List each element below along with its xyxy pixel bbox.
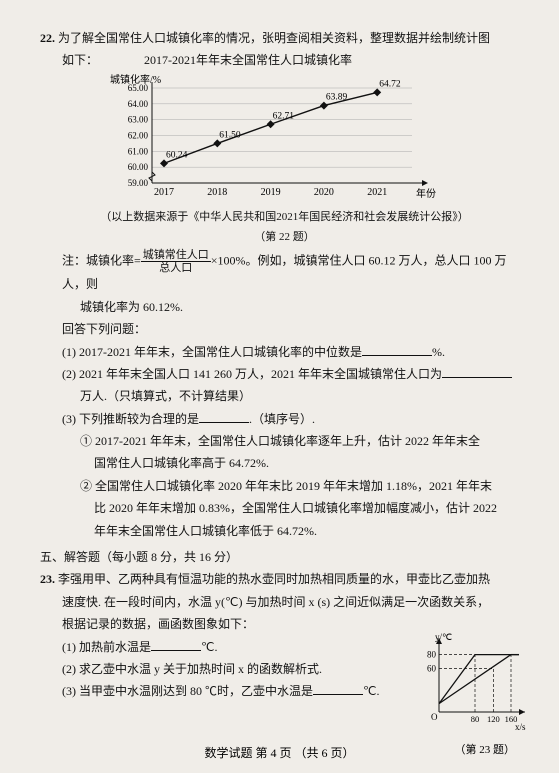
- q22-fig-label: （第 22 题）: [40, 228, 529, 247]
- q23-mini-chart: y/℃x/sO806080120160: [421, 630, 531, 735]
- q22-p3-2b: 比 2020 年年末增加 0.83%，全国常住人口城镇化率增加幅度减小，估计 2…: [40, 498, 529, 518]
- svg-text:y/℃: y/℃: [435, 632, 452, 642]
- svg-text:年份: 年份: [416, 187, 436, 200]
- blank-population[interactable]: [442, 366, 512, 378]
- svg-text:62.00: 62.00: [128, 130, 149, 140]
- q22-note-1: 注：城镇化率=城镇常住人口总人口×100%。例如，城镇常住人口 60.12 万人…: [40, 249, 529, 295]
- svg-text:64.72: 64.72: [379, 79, 401, 89]
- q22-answer-head: 回答下列问题：: [40, 319, 529, 339]
- mini-chart-svg: y/℃x/sO806080120160: [421, 630, 531, 730]
- q22-p2a: (2) 2021 年年末全国人口 141 260 万人，2021 年年末全国城镇…: [40, 364, 529, 384]
- svg-text:63.00: 63.00: [128, 114, 149, 124]
- blank-temp-yi[interactable]: [313, 683, 363, 695]
- svg-text:64.00: 64.00: [128, 99, 149, 109]
- svg-text:60: 60: [427, 664, 437, 674]
- chart-svg: 城镇化率/% 59.0060.0061.0062.0063.0064.0065.…: [110, 73, 450, 203]
- q23-l2: 速度快. 在一段时间内，水温 y(℃) 与加热时间 x (s) 之间近似满足一次…: [40, 592, 529, 612]
- svg-text:63.89: 63.89: [326, 92, 348, 102]
- exam-page: 22. 为了解全国常住人口城镇化率的情况，张明查阅相关资料，整理数据并绘制统计图…: [0, 0, 559, 773]
- q22-intro-2: 如下： 2017-2021年年末全国常住人口城镇化率: [40, 50, 529, 70]
- q22-p3-2a: ② 全国常住人口城镇化率 2020 年年末比 2019 年年末增加 1.18%，…: [40, 476, 529, 496]
- svg-text:61.00: 61.00: [128, 146, 149, 156]
- q22-p3-1a: ① 2017-2021 年年末，全国常住人口城镇化率逐年上升，估计 2022 年…: [40, 431, 529, 451]
- q22-p2b: 万人.（只填算式，不计算结果）: [40, 386, 529, 406]
- blank-initial-temp[interactable]: [151, 638, 201, 650]
- svg-text:120: 120: [487, 714, 500, 724]
- svg-text:65.00: 65.00: [128, 83, 149, 93]
- svg-text:59.00: 59.00: [128, 178, 149, 188]
- chart-source: （以上数据来源于《中华人民共和国2021年国民经济和社会发展统计公报》）: [40, 208, 529, 227]
- q22-intro-1: 22. 为了解全国常住人口城镇化率的情况，张明查阅相关资料，整理数据并绘制统计图: [40, 28, 529, 48]
- svg-text:O: O: [431, 712, 438, 722]
- svg-text:60.24: 60.24: [166, 150, 188, 160]
- svg-text:62.71: 62.71: [273, 111, 295, 121]
- q22-intro-text-1: 为了解全国常住人口城镇化率的情况，张明查阅相关资料，整理数据并绘制统计图: [58, 31, 490, 45]
- q22-p1: (1) 2017-2021 年年末，全国常住人口城镇化率的中位数是%.: [40, 342, 529, 362]
- svg-text:2020: 2020: [314, 187, 334, 198]
- q22-p3-2c: 年年末全国常住人口城镇化率低于 64.72%.: [40, 521, 529, 541]
- svg-text:2017: 2017: [154, 187, 174, 198]
- svg-text:61.50: 61.50: [219, 130, 241, 140]
- svg-text:160: 160: [505, 714, 518, 724]
- svg-text:2018: 2018: [207, 187, 227, 198]
- q22-note-2: 城镇化率为 60.12%.: [40, 297, 529, 317]
- q22-p3: (3) 下列推断较为合理的是.（填序号）.: [40, 409, 529, 429]
- q23-l1: 23. 李强用甲、乙两种具有恒温功能的热水壶同时加热相同质量的水，甲壶比乙壶加热: [40, 569, 529, 589]
- urbanization-chart: 城镇化率/% 59.0060.0061.0062.0063.0064.0065.…: [110, 73, 529, 208]
- svg-text:80: 80: [427, 650, 437, 660]
- blank-choice[interactable]: [199, 410, 249, 422]
- svg-text:2021: 2021: [367, 187, 387, 198]
- chart-title: 2017-2021年年末全国常住人口城镇化率: [144, 53, 352, 67]
- svg-text:2019: 2019: [261, 187, 281, 198]
- section-5-head: 五、解答题（每小题 8 分，共 16 分）: [40, 547, 529, 567]
- blank-median[interactable]: [362, 343, 432, 355]
- page-footer: 数学试题 第 4 页 （共 6 页）: [0, 744, 559, 761]
- fraction: 城镇常住人口总人口: [141, 249, 211, 274]
- q22-p3-1b: 国常住人口城镇化率高于 64.72%.: [40, 453, 529, 473]
- q23-number: 23.: [40, 569, 55, 589]
- svg-text:60.00: 60.00: [128, 162, 149, 172]
- svg-text:80: 80: [471, 714, 480, 724]
- q22-number: 22.: [40, 28, 55, 48]
